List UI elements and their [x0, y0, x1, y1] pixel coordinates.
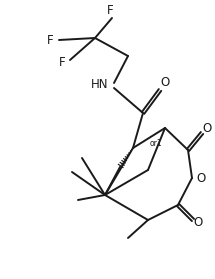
Text: HN: HN — [91, 78, 109, 92]
Text: or1: or1 — [150, 138, 163, 148]
Text: O: O — [196, 172, 206, 184]
Text: F: F — [107, 4, 113, 16]
Text: O: O — [160, 76, 170, 90]
Text: O: O — [193, 217, 203, 230]
Text: F: F — [47, 33, 53, 47]
Text: O: O — [202, 121, 212, 134]
Text: F: F — [59, 57, 65, 69]
